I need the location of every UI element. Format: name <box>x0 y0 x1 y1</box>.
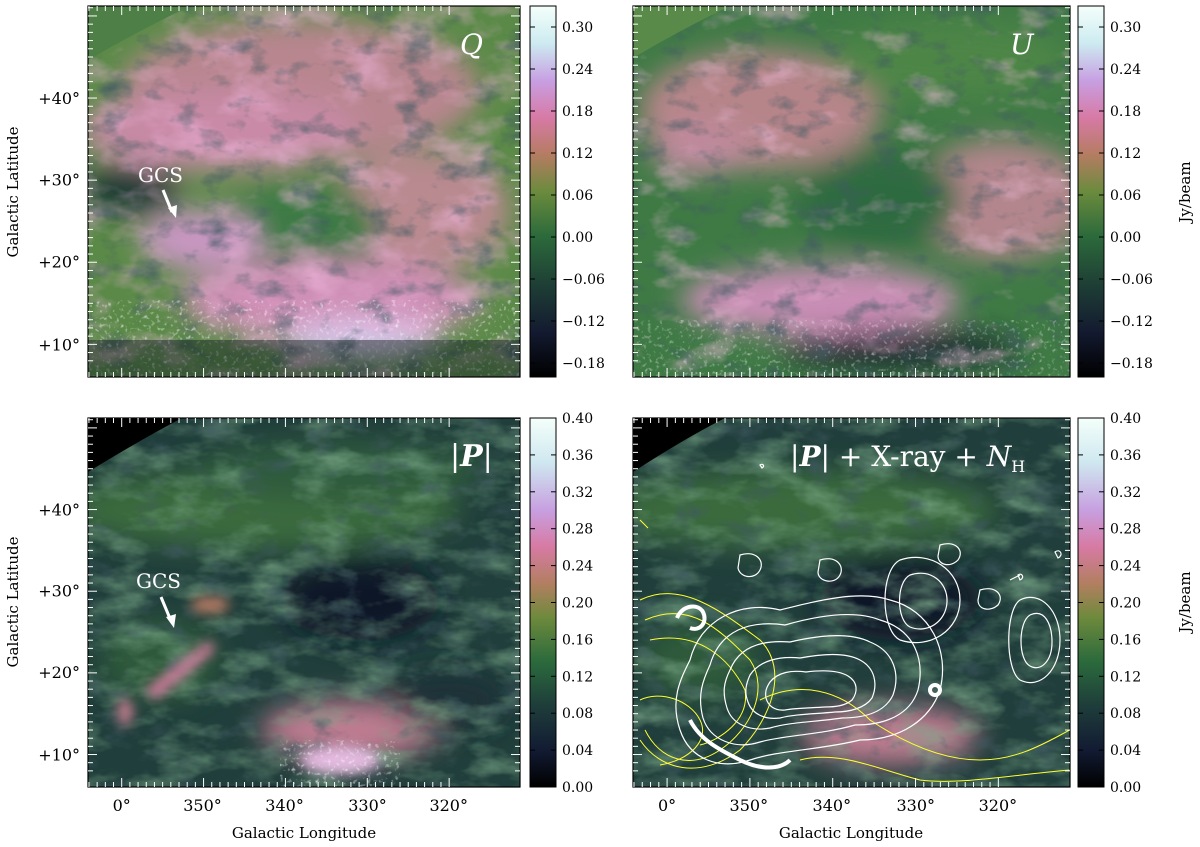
gcs-annotation-q: GCS <box>138 163 183 218</box>
y-tick-label: +20° <box>38 663 80 682</box>
panel-p-xray-nh <box>633 418 1070 787</box>
colorbar-p: 0.40 0.36 0.32 0.28 0.24 0.20 0.16 0.12 0.08 0.04… <box>529 411 593 796</box>
cbar-tick-label: 0.04 <box>1110 743 1141 759</box>
cbar-tick-label: 0.28 <box>1110 522 1141 538</box>
cbar-tick-label: 0.04 <box>562 743 593 759</box>
cbar-tick-label: 0.12 <box>1110 146 1141 162</box>
colorbar-u: 0.30 0.24 0.18 0.12 0.06 0.00 −0.06 −0.12 −0.18 <box>1077 5 1153 378</box>
cbar-tick-label: 0.18 <box>1110 104 1141 120</box>
cbar-tick-label: 0.30 <box>562 20 593 36</box>
cbar-tick-label: −0.06 <box>1110 272 1153 288</box>
cbar-tick-label: 0.08 <box>562 706 593 722</box>
panel-u <box>633 6 1070 377</box>
cbar-tick-label: 0.16 <box>562 632 593 648</box>
cbar-tick-label: 0.08 <box>1110 706 1141 722</box>
panel-title-p: |P| <box>450 439 493 474</box>
y-tick-label: +10° <box>38 746 80 765</box>
cbar-tick-label: 0.00 <box>1110 780 1141 796</box>
cbar-label-u: Jy/beam <box>1176 161 1194 224</box>
panel-p <box>88 418 520 787</box>
colorbar-q: 0.30 0.24 0.18 0.12 0.06 0.00 −0.06 −0.12 −0.18 <box>529 5 605 378</box>
cbar-tick-label: −0.06 <box>562 272 605 288</box>
cbar-tick-label: 0.20 <box>562 596 593 612</box>
cbar-tick-label: −0.18 <box>1110 356 1153 372</box>
cbar-tick-label: 0.40 <box>1110 411 1141 427</box>
cbar-label-p-xray-nh: Jy/beam <box>1176 571 1194 634</box>
tick-labels: +10° +20° +30° +40° +10° +20° +30° +40° 0° 350° 34… <box>38 89 1017 815</box>
cbar-tick-label: 0.00 <box>562 230 593 246</box>
cbar-tick-label: −0.12 <box>562 314 605 330</box>
xlabel-right: Galactic Longitude <box>779 824 923 842</box>
panel-frame <box>87 5 521 378</box>
y-tick-label: +40° <box>38 501 80 520</box>
cbar-tick-label: 0.18 <box>562 104 593 120</box>
x-tick-label: 330° <box>896 796 935 815</box>
xlabel-left: Galactic Longitude <box>232 824 376 842</box>
svg-text:GCS: GCS <box>136 569 181 593</box>
cbar-tick-label: 0.00 <box>1110 230 1141 246</box>
nh-contours <box>639 519 1070 782</box>
x-tick-label: 0° <box>658 796 676 815</box>
x-tick-label: 340° <box>813 796 852 815</box>
x-tick-label: 350° <box>730 796 769 815</box>
panel-title-q: Q <box>460 28 483 61</box>
x-tick-label: 340° <box>265 796 304 815</box>
ylabel-top: Galactic Latitude <box>4 126 22 257</box>
axes-frames <box>87 5 1071 788</box>
cbar-tick-label: 0.24 <box>562 559 593 575</box>
cbar-tick-label: 0.12 <box>562 669 593 685</box>
x-tick-label: 330° <box>348 796 387 815</box>
cbar-tick-label: 0.24 <box>562 62 593 78</box>
x-tick-label: 0° <box>113 796 131 815</box>
panel-title-u: U <box>1010 28 1035 61</box>
cbar-tick-label: 0.36 <box>1110 448 1141 464</box>
y-tick-label: +40° <box>38 89 80 108</box>
xray-contours <box>675 463 1062 765</box>
ylabel-bottom: Galactic Latitude <box>4 536 22 667</box>
cbar-tick-label: 0.12 <box>562 146 593 162</box>
cbar-tick-label: 0.40 <box>562 411 593 427</box>
cbar-tick-label: 0.06 <box>562 188 593 204</box>
cbar-tick-label: 0.28 <box>562 522 593 538</box>
cbar-tick-label: 0.24 <box>1110 559 1141 575</box>
cbar-tick-label: 0.30 <box>1110 20 1141 36</box>
x-tick-label: 320° <box>429 796 468 815</box>
cbar-tick-label: 0.06 <box>1110 188 1141 204</box>
gcs-annotation-p: GCS <box>136 569 181 628</box>
cbar-tick-label: 0.24 <box>1110 62 1141 78</box>
cbar-tick-label: 0.20 <box>1110 596 1141 612</box>
cbar-tick-label: 0.36 <box>562 448 593 464</box>
y-tick-label: +10° <box>38 335 80 354</box>
cbar-tick-label: 0.32 <box>1110 485 1141 501</box>
cbar-tick-label: 0.12 <box>1110 669 1141 685</box>
cbar-tick-label: −0.18 <box>562 356 605 372</box>
xray-bright-blobs <box>675 604 942 770</box>
cbar-tick-label: 0.00 <box>562 780 593 796</box>
cbar-tick-label: −0.12 <box>1110 314 1153 330</box>
x-tick-label: 320° <box>979 796 1018 815</box>
svg-text:GCS: GCS <box>138 163 183 187</box>
y-tick-label: +30° <box>38 582 80 601</box>
cbar-tick-label: 0.16 <box>1110 632 1141 648</box>
panel-q <box>88 6 520 377</box>
panel-frame <box>632 417 1071 788</box>
panel-frame <box>632 5 1071 378</box>
x-tick-label: 350° <box>183 796 222 815</box>
panel-title-p-xray-nh: |P| + X-ray + NH <box>790 440 1025 476</box>
colorbar-p-xray-nh: 0.40 0.36 0.32 0.28 0.24 0.20 0.16 0.12 0.08 0.04… <box>1077 411 1141 796</box>
y-tick-label: +30° <box>38 171 80 190</box>
cbar-tick-label: 0.32 <box>562 485 593 501</box>
y-tick-label: +20° <box>38 253 80 272</box>
panel-frame <box>87 417 521 788</box>
